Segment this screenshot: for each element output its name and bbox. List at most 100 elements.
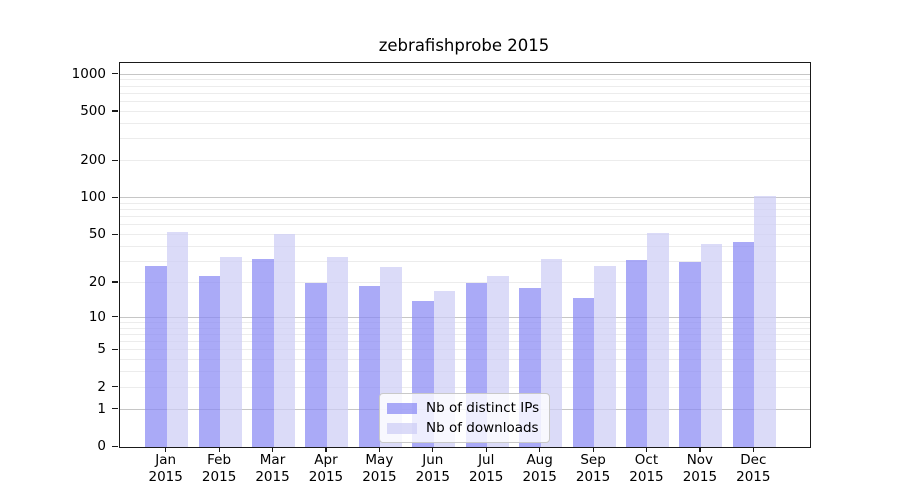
bar-may-distinct-ips [358, 285, 381, 447]
y-tick-label-100: 100 [80, 189, 106, 206]
bar-nov-downloads [700, 244, 723, 447]
legend-swatch-distinct-ips [387, 402, 417, 414]
y-tick-mark-0 [112, 445, 118, 447]
y-tick-label-50: 50 [88, 226, 106, 243]
plot-area: Nb of distinct IPs Nb of downloads [119, 62, 811, 448]
gridline-40 [120, 245, 810, 247]
legend-label-distinct-ips: Nb of distinct IPs [426, 400, 540, 416]
y-tick-mark-500 [112, 110, 118, 112]
x-tick-mark-dec [752, 447, 754, 452]
y-tick-label-200: 200 [80, 152, 106, 169]
y-tick-mark-20 [112, 281, 118, 283]
gridline-80 [120, 209, 810, 211]
x-tick-mark-sep [592, 447, 594, 452]
y-tick-mark-1000 [112, 73, 118, 75]
gridline-30 [120, 260, 810, 262]
bar-apr-downloads [326, 256, 349, 447]
gridline-500 [120, 110, 810, 112]
gridline-4 [120, 359, 810, 361]
bar-apr-distinct-ips [305, 282, 327, 447]
gridline-90 [120, 202, 810, 204]
x-tick-label-jun: Jun 2015 [415, 452, 450, 485]
legend-label-downloads: Nb of downloads [426, 420, 539, 436]
gridline-800 [120, 85, 810, 87]
y-tick-mark-5 [112, 348, 118, 351]
gridline-7 [120, 333, 810, 335]
y-tick-label-2: 2 [97, 378, 106, 395]
bar-oct-distinct-ips [625, 260, 648, 447]
y-tick-label-500: 500 [80, 102, 106, 119]
y-tick-mark-1 [112, 408, 118, 410]
legend: Nb of distinct IPs Nb of downloads [379, 393, 551, 443]
gridline-300 [120, 138, 810, 140]
gridline-2 [120, 386, 810, 388]
x-tick-label-feb: Feb 2015 [201, 452, 237, 485]
legend-swatch-downloads [387, 422, 417, 434]
gridline-20 [120, 281, 810, 283]
y-tick-mark-100 [112, 196, 118, 198]
y-tick-label-1000: 1000 [71, 65, 106, 82]
y-tick-label-5: 5 [97, 341, 106, 358]
x-tick-mark-mar [272, 447, 274, 452]
x-tick-mark-apr [325, 447, 327, 452]
gridline-60 [120, 224, 810, 226]
x-tick-mark-jul [485, 447, 487, 452]
gridline-100 [120, 197, 810, 199]
bar-sep-distinct-ips [572, 297, 595, 447]
x-tick-label-apr: Apr 2015 [308, 452, 344, 485]
gridline-10 [120, 316, 810, 318]
bar-oct-downloads [647, 233, 669, 447]
x-tick-mark-jan [165, 447, 167, 452]
x-tick-label-oct: Oct 2015 [629, 452, 664, 485]
y-tick-label-10: 10 [88, 308, 106, 325]
x-tick-label-aug: Aug 2015 [522, 452, 557, 485]
gridline-200 [120, 160, 810, 162]
x-tick-mark-oct [645, 447, 648, 452]
bar-jan-distinct-ips [145, 265, 167, 447]
gridline-3 [120, 371, 810, 373]
gridline-6 [120, 341, 810, 343]
bar-feb-distinct-ips [198, 275, 221, 447]
bar-mar-distinct-ips [252, 258, 274, 447]
x-tick-label-jul: Jul 2015 [469, 452, 504, 485]
bar-nov-distinct-ips [679, 261, 701, 447]
x-tick-label-may: May 2015 [362, 452, 397, 485]
bar-feb-downloads [220, 256, 242, 447]
y-tick-label-1: 1 [97, 400, 106, 417]
gridline-600 [120, 101, 810, 103]
bar-sep-downloads [594, 265, 616, 447]
gridline-400 [120, 122, 810, 124]
chart-title: zebrafishprobe 2015 [378, 36, 550, 55]
gridline-70 [120, 216, 810, 218]
y-tick-mark-200 [112, 159, 118, 161]
gridline-700 [120, 92, 810, 94]
bar-dec-distinct-ips [732, 241, 755, 447]
x-tick-label-jan: Jan 2015 [148, 452, 183, 485]
y-tick-mark-50 [112, 233, 118, 235]
x-tick-label-sep: Sep 2015 [575, 452, 611, 485]
gridline-900 [120, 79, 810, 81]
y-tick-mark-10 [112, 316, 118, 318]
x-tick-label-mar: Mar 2015 [255, 452, 290, 485]
gridline-5 [120, 349, 810, 351]
x-tick-label-dec: Dec 2015 [736, 452, 771, 485]
bar-dec-downloads [754, 196, 776, 447]
x-tick-mark-may [378, 447, 381, 452]
x-tick-mark-jun [432, 447, 434, 452]
gridline-9 [120, 321, 810, 323]
x-tick-mark-aug [539, 447, 541, 452]
x-tick-label-nov: Nov 2015 [682, 452, 718, 485]
x-tick-mark-feb [218, 447, 220, 452]
bar-mar-downloads [273, 234, 296, 447]
y-tick-label-20: 20 [88, 273, 106, 290]
y-tick-mark-2 [112, 386, 118, 388]
y-tick-label-0: 0 [97, 438, 106, 454]
bar-jan-downloads [166, 232, 189, 447]
legend-item-downloads: Nb of downloads [387, 420, 539, 436]
gridline-8 [120, 327, 810, 329]
x-tick-mark-nov [699, 447, 701, 452]
gridline-1000 [120, 73, 810, 75]
gridline-50 [120, 234, 810, 236]
legend-item-distinct-ips: Nb of distinct IPs [387, 400, 539, 416]
